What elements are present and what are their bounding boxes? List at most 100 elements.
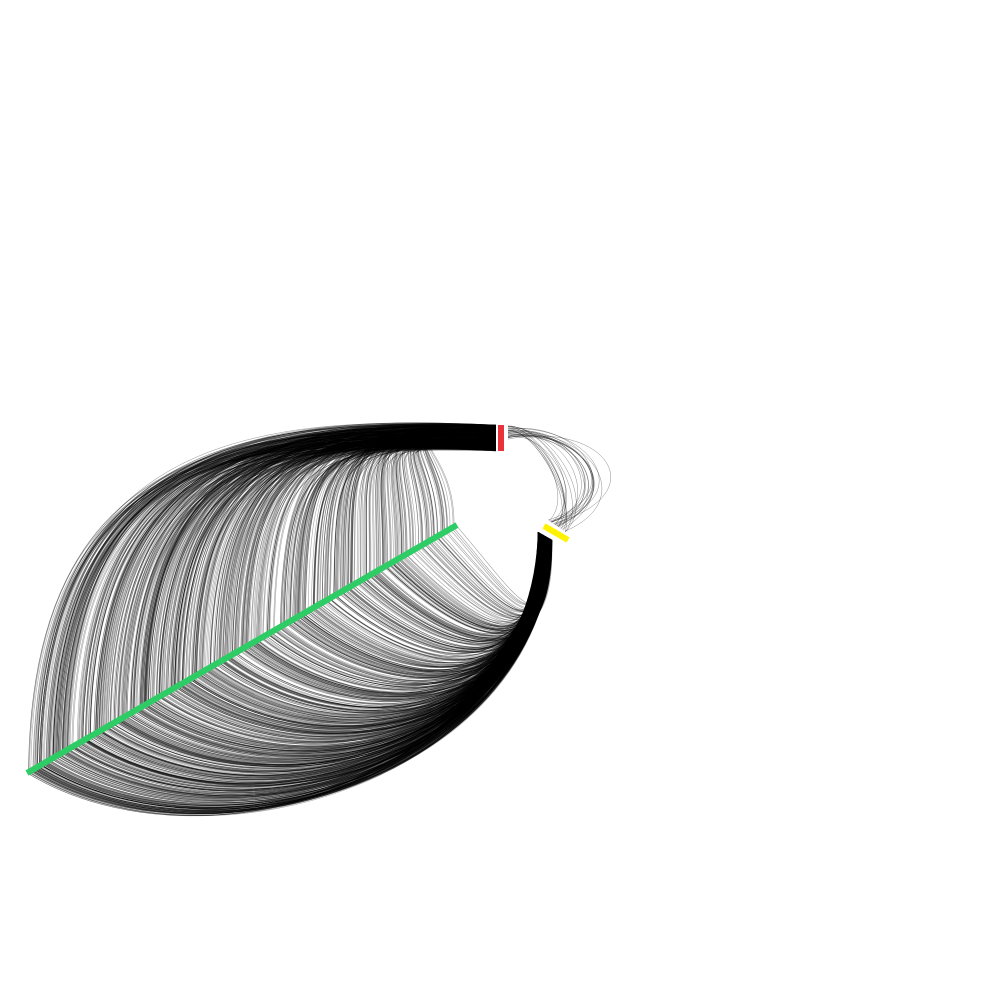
edge: [83, 539, 552, 786]
edge: [270, 532, 539, 685]
edge: [362, 532, 540, 642]
edge: [93, 535, 544, 780]
edge: [390, 534, 543, 630]
edge: [242, 534, 544, 700]
edge: [110, 446, 497, 725]
edge: [31, 538, 550, 815]
edge: [387, 447, 497, 563]
edge: [41, 538, 551, 810]
edge: [344, 425, 497, 590]
edge: [29, 431, 497, 772]
edge: [80, 534, 543, 787]
edge: [85, 532, 540, 784]
edge: [226, 532, 540, 708]
edge: [341, 536, 547, 653]
edge: [323, 444, 497, 602]
edge: [314, 438, 497, 608]
edge: [261, 532, 539, 690]
edge: [351, 441, 497, 586]
edge: [250, 447, 497, 644]
edge: [351, 538, 550, 649]
edge: [297, 443, 497, 618]
edge: [174, 447, 497, 689]
edge: [399, 535, 545, 627]
edge: [266, 439, 497, 635]
edge: [300, 532, 541, 671]
edge: [241, 535, 545, 701]
edge: [359, 438, 497, 581]
edge: [307, 533, 542, 668]
edge: [329, 537, 548, 659]
edge: [76, 538, 549, 790]
edge: [112, 532, 539, 769]
edge: [179, 432, 497, 685]
edge: [57, 430, 497, 756]
edge: [133, 447, 497, 712]
edge: [336, 433, 497, 595]
edge: [47, 534, 543, 805]
edge: [362, 538, 551, 644]
edge: [257, 434, 497, 640]
edge: [142, 436, 497, 707]
edge: [228, 444, 497, 657]
edge: [144, 436, 497, 706]
edge: [100, 430, 497, 731]
edge: [122, 539, 552, 765]
edge: [382, 426, 497, 567]
edge: [54, 532, 540, 801]
edge: [354, 428, 497, 585]
edge: [396, 447, 497, 557]
edge: [299, 537, 549, 673]
edge: [51, 429, 497, 759]
edge: [368, 425, 497, 576]
edge: [183, 441, 497, 683]
edge: [313, 442, 497, 608]
edge: [291, 534, 542, 676]
edge: [30, 532, 540, 814]
edge: [372, 538, 551, 640]
edge: [62, 431, 497, 753]
edge: [39, 441, 497, 766]
edge: [257, 445, 497, 640]
edge: [37, 445, 497, 767]
edge: [88, 539, 551, 783]
edge: [209, 441, 497, 668]
edge: [78, 532, 540, 788]
edge: [372, 537, 548, 639]
edge: [304, 439, 497, 613]
edge: [123, 426, 497, 718]
edge: [148, 430, 497, 703]
edge: [220, 533, 541, 711]
edge: [95, 427, 497, 734]
edge: [269, 533, 541, 686]
edge: [321, 429, 497, 603]
edge: [263, 431, 497, 637]
edge: [507, 428, 600, 523]
edge: [178, 429, 497, 686]
edge: [389, 536, 546, 631]
edge: [47, 538, 550, 806]
edge: [173, 443, 497, 689]
edge: [325, 424, 497, 601]
edge: [265, 436, 497, 636]
edge: [254, 434, 497, 642]
edge: [208, 430, 497, 669]
edge: [375, 429, 497, 572]
edge: [380, 444, 497, 568]
edge: [155, 423, 497, 699]
edge: [373, 536, 547, 638]
edge: [345, 539, 553, 652]
edge: [136, 433, 497, 710]
edges-green-red: [28, 422, 497, 773]
edge: [82, 438, 497, 741]
edge: [99, 427, 497, 732]
edge: [226, 532, 540, 708]
edge: [419, 438, 497, 537]
edge: [347, 435, 497, 588]
edge: [334, 532, 540, 654]
edge: [244, 445, 497, 648]
edge: [397, 537, 549, 629]
edge: [188, 424, 497, 680]
edge: [377, 438, 497, 571]
edge: [404, 537, 549, 626]
